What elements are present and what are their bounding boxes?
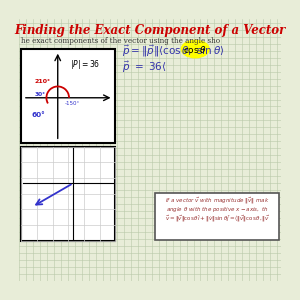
Text: he exact components of the vector using the angle sho: he exact components of the vector using … [21,37,220,45]
Text: $\vec{p}\ =\ 36\langle$: $\vec{p}\ =\ 36\langle$ [122,59,167,75]
Bar [21,49,115,143]
Text: $\mathit{If\ a\ vector}\ \vec{v}\ \mathit{with\ magnitude}\ \|\vec{v}\|\ \mathit: $\mathit{If\ a\ vector}\ \vec{v}\ \mathi… [165,196,269,206]
FancyBboxPatch shape [155,193,279,240]
Text: $|P|=36$: $|P|=36$ [70,58,100,71]
Text: 210°: 210° [34,79,50,84]
Ellipse shape [181,40,209,58]
Text: $\cos\theta$: $\cos\theta$ [183,44,207,55]
Text: 60°: 60° [32,112,46,118]
Text: Finding the Exact Component of a Vector: Finding the Exact Component of a Vector [14,24,286,37]
Text: $\vec{v}=\|\vec{v}\|\cos\theta\hat{i}+\|\dot{v}\|\sin\theta\hat{j}=\langle\|\vec: $\vec{v}=\|\vec{v}\|\cos\theta\hat{i}+\|… [164,214,269,224]
Bar [21,146,115,241]
Text: $\mathit{angle}\ \theta\ \mathit{with\ the\ positive}\ x - \mathit{axis,\ th}$: $\mathit{angle}\ \theta\ \mathit{with\ t… [166,205,268,214]
Text: $\vec{p} = \|\vec{p}\|\langle \cos\theta,\ \sin\theta\rangle$: $\vec{p} = \|\vec{p}\|\langle \cos\theta… [122,44,225,59]
Text: 30°: 30° [34,92,46,97]
Text: -150°: -150° [65,101,80,106]
